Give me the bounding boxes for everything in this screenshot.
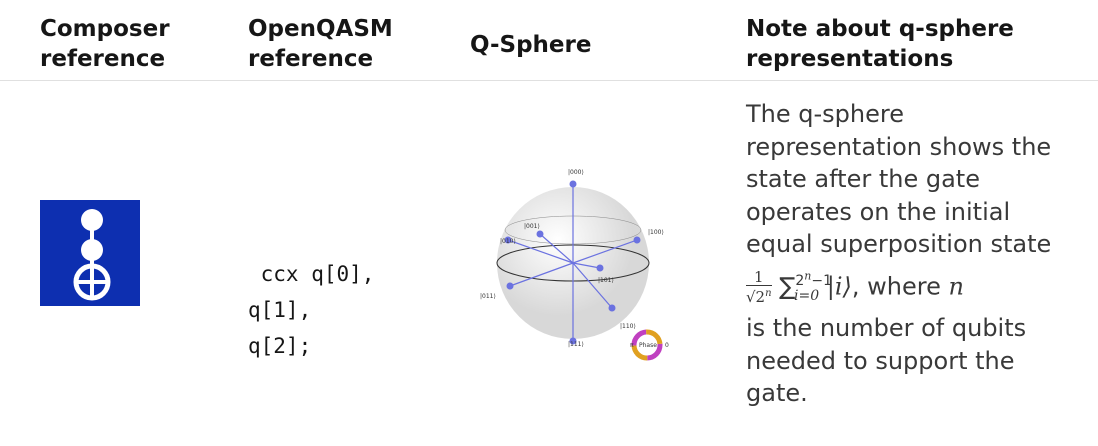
code: ccx q[0], q[1], q[2]; bbox=[248, 256, 374, 364]
state-label: |111⟩ bbox=[568, 341, 584, 348]
state-label: |001⟩ bbox=[524, 223, 540, 230]
den-root: √2 bbox=[746, 287, 766, 306]
code-line: ccx q[0], bbox=[248, 262, 375, 286]
state-label: |100⟩ bbox=[648, 229, 664, 236]
phase-label: Phase bbox=[639, 342, 657, 349]
den-sup: n bbox=[765, 287, 772, 299]
note-line: operates on the initial bbox=[746, 197, 1011, 226]
code-line: q[1], bbox=[248, 298, 312, 322]
numerator: 1 bbox=[746, 269, 772, 286]
note: The q-sphere representation shows the stat… bbox=[746, 98, 1051, 410]
ket: |i⟩ bbox=[826, 272, 852, 301]
math-line: 1 √2n ∑2n−1i=0 |i⟩, where n bbox=[746, 261, 1051, 313]
where: , where bbox=[851, 272, 941, 301]
phase-zero: 0 bbox=[665, 342, 669, 349]
sum-sup-base: 2 bbox=[795, 273, 805, 290]
note-line: is the number of qubits bbox=[746, 314, 1027, 343]
header: Note about q-sphere representations bbox=[746, 16, 1014, 72]
sum-sub: i=0 bbox=[794, 287, 820, 304]
sum-sup-sup: n bbox=[804, 269, 812, 283]
state-label: |010⟩ bbox=[500, 238, 516, 245]
header: Composer reference bbox=[40, 16, 170, 72]
state-label: |110⟩ bbox=[620, 323, 636, 330]
note-line: needed to support the bbox=[746, 346, 1015, 375]
phase-pi: π bbox=[630, 342, 634, 349]
state-label: |000⟩ bbox=[568, 169, 584, 176]
ccx-icon bbox=[40, 200, 140, 306]
note-line: state after the gate bbox=[746, 165, 980, 193]
header: Q-Sphere bbox=[470, 32, 592, 58]
sum-sign: ∑ bbox=[779, 272, 796, 301]
note-line: representation shows the bbox=[746, 132, 1052, 161]
qsphere: |000⟩ |001⟩ |010⟩ |100⟩ |101⟩ |011⟩ |110… bbox=[480, 169, 669, 361]
code-line: q[2]; bbox=[248, 334, 312, 358]
state-label: |011⟩ bbox=[480, 293, 496, 300]
note-line: The q-sphere bbox=[746, 100, 904, 128]
note-line: equal superposition state bbox=[746, 230, 1052, 258]
note-line: gate. bbox=[746, 379, 808, 408]
denominator: √2n bbox=[746, 288, 772, 306]
state-label: |101⟩ bbox=[598, 277, 614, 284]
divider bbox=[0, 80, 1098, 81]
variable: n bbox=[948, 272, 964, 301]
header: OpenQASM reference bbox=[248, 16, 393, 72]
fraction: 1 √2n bbox=[746, 269, 772, 306]
